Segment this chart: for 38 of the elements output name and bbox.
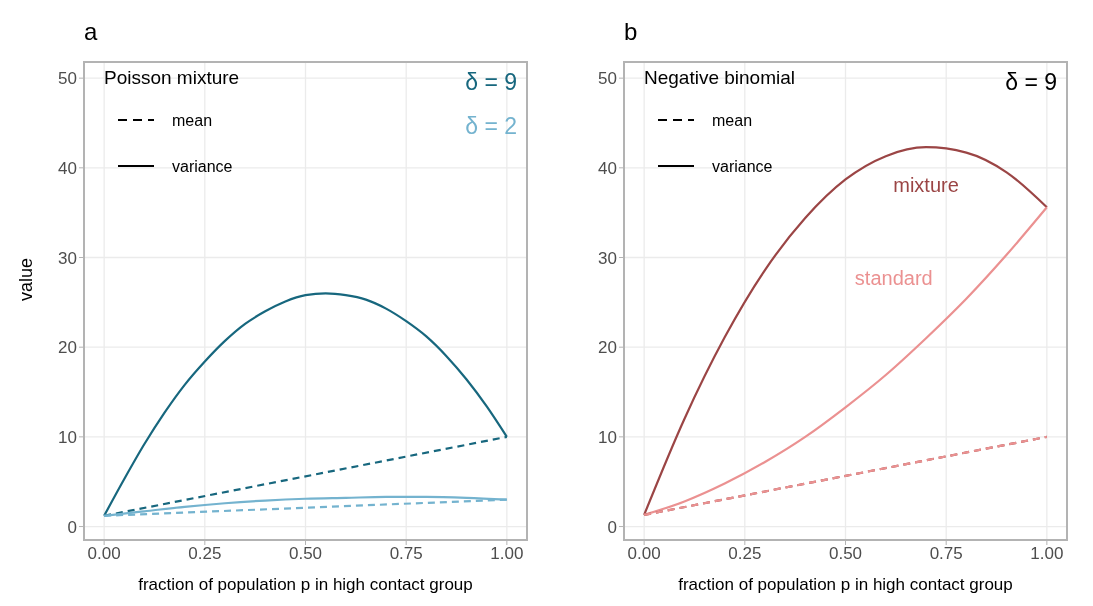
y-tick-label: 50: [598, 69, 617, 89]
x-axis-title: fraction of population p in high contact group: [678, 575, 1013, 594]
y-tick-label: 30: [58, 248, 77, 268]
series-label: standard: [854, 267, 933, 290]
annotation: variance: [172, 158, 233, 175]
x-tick-label: 0.50: [828, 544, 863, 564]
y-axis-title: value: [16, 257, 37, 301]
x-tick-label: 0.00: [627, 544, 661, 564]
x-axis-title: fraction of population p in high contact group: [138, 575, 473, 594]
chart-title: a: [84, 18, 98, 45]
chart-title: b: [624, 18, 638, 45]
annotation: δ = 9: [1005, 69, 1057, 95]
y-tick-label: 10: [598, 427, 617, 447]
annotation: variance: [712, 158, 773, 175]
y-tick-label: 50: [58, 69, 77, 89]
y-tick-label: 30: [598, 248, 617, 268]
y-tick-label: 10: [58, 427, 77, 447]
x-tick-label: 0.00: [87, 544, 121, 564]
y-tick-label: 20: [598, 338, 617, 358]
y-tick-label: 0: [67, 517, 77, 537]
x-tick-label: 0.50: [288, 544, 323, 564]
text: δ = 2: [465, 113, 517, 139]
annotation: mean: [712, 112, 753, 129]
y-tick-label: 40: [58, 158, 77, 178]
annotation: Poisson mixture: [104, 67, 240, 88]
x-tick-label: 1.00: [490, 544, 524, 564]
series-label: mixture: [893, 174, 959, 197]
x-tick-label: 0.75: [389, 544, 423, 564]
y-tick-label: 20: [58, 338, 77, 358]
y-tick-label: 0: [607, 517, 617, 537]
annotation: Negative binomial: [644, 67, 796, 88]
x-tick-label: 0.25: [188, 544, 222, 564]
x-tick-label: 1.00: [1030, 544, 1064, 564]
text: δ = 9: [465, 69, 517, 95]
annotation: mean: [172, 112, 213, 129]
y-tick-label: 40: [598, 158, 617, 178]
x-tick-label: 0.75: [929, 544, 963, 564]
x-tick-label: 0.25: [728, 544, 762, 564]
